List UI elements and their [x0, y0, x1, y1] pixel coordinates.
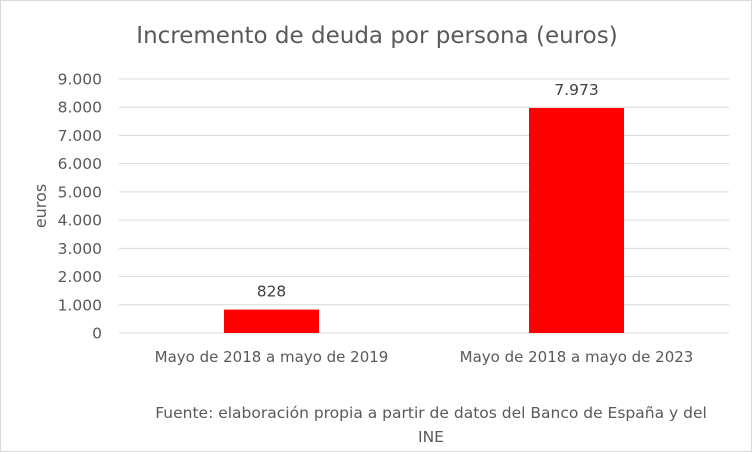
- chart-title: Incremento de deuda por persona (euros): [136, 23, 618, 49]
- y-tick-label: 5.000: [58, 183, 102, 201]
- source-note: Fuente: elaboración propia a partir de d…: [155, 404, 707, 446]
- y-tick-label: 3.000: [58, 240, 102, 258]
- x-tick-label: Mayo de 2018 a mayo de 2023: [460, 348, 694, 366]
- bar: [224, 309, 319, 333]
- y-tick-label: 7.000: [58, 127, 102, 145]
- y-axis-label: euros: [31, 184, 50, 228]
- y-tick-label: 4.000: [58, 212, 102, 230]
- y-tick-label: 8.000: [58, 99, 102, 117]
- x-tick-label: Mayo de 2018 a mayo de 2019: [155, 348, 389, 366]
- y-tick-label: 6.000: [58, 155, 102, 173]
- y-tick-label: 2.000: [58, 268, 102, 286]
- y-tick-label: 9.000: [58, 71, 102, 89]
- y-tick-label: 0: [92, 325, 102, 343]
- data-label: 828: [257, 283, 287, 301]
- y-tick-label: 1.000: [58, 296, 102, 314]
- data-label: 7.973: [554, 81, 598, 99]
- bar: [529, 107, 624, 333]
